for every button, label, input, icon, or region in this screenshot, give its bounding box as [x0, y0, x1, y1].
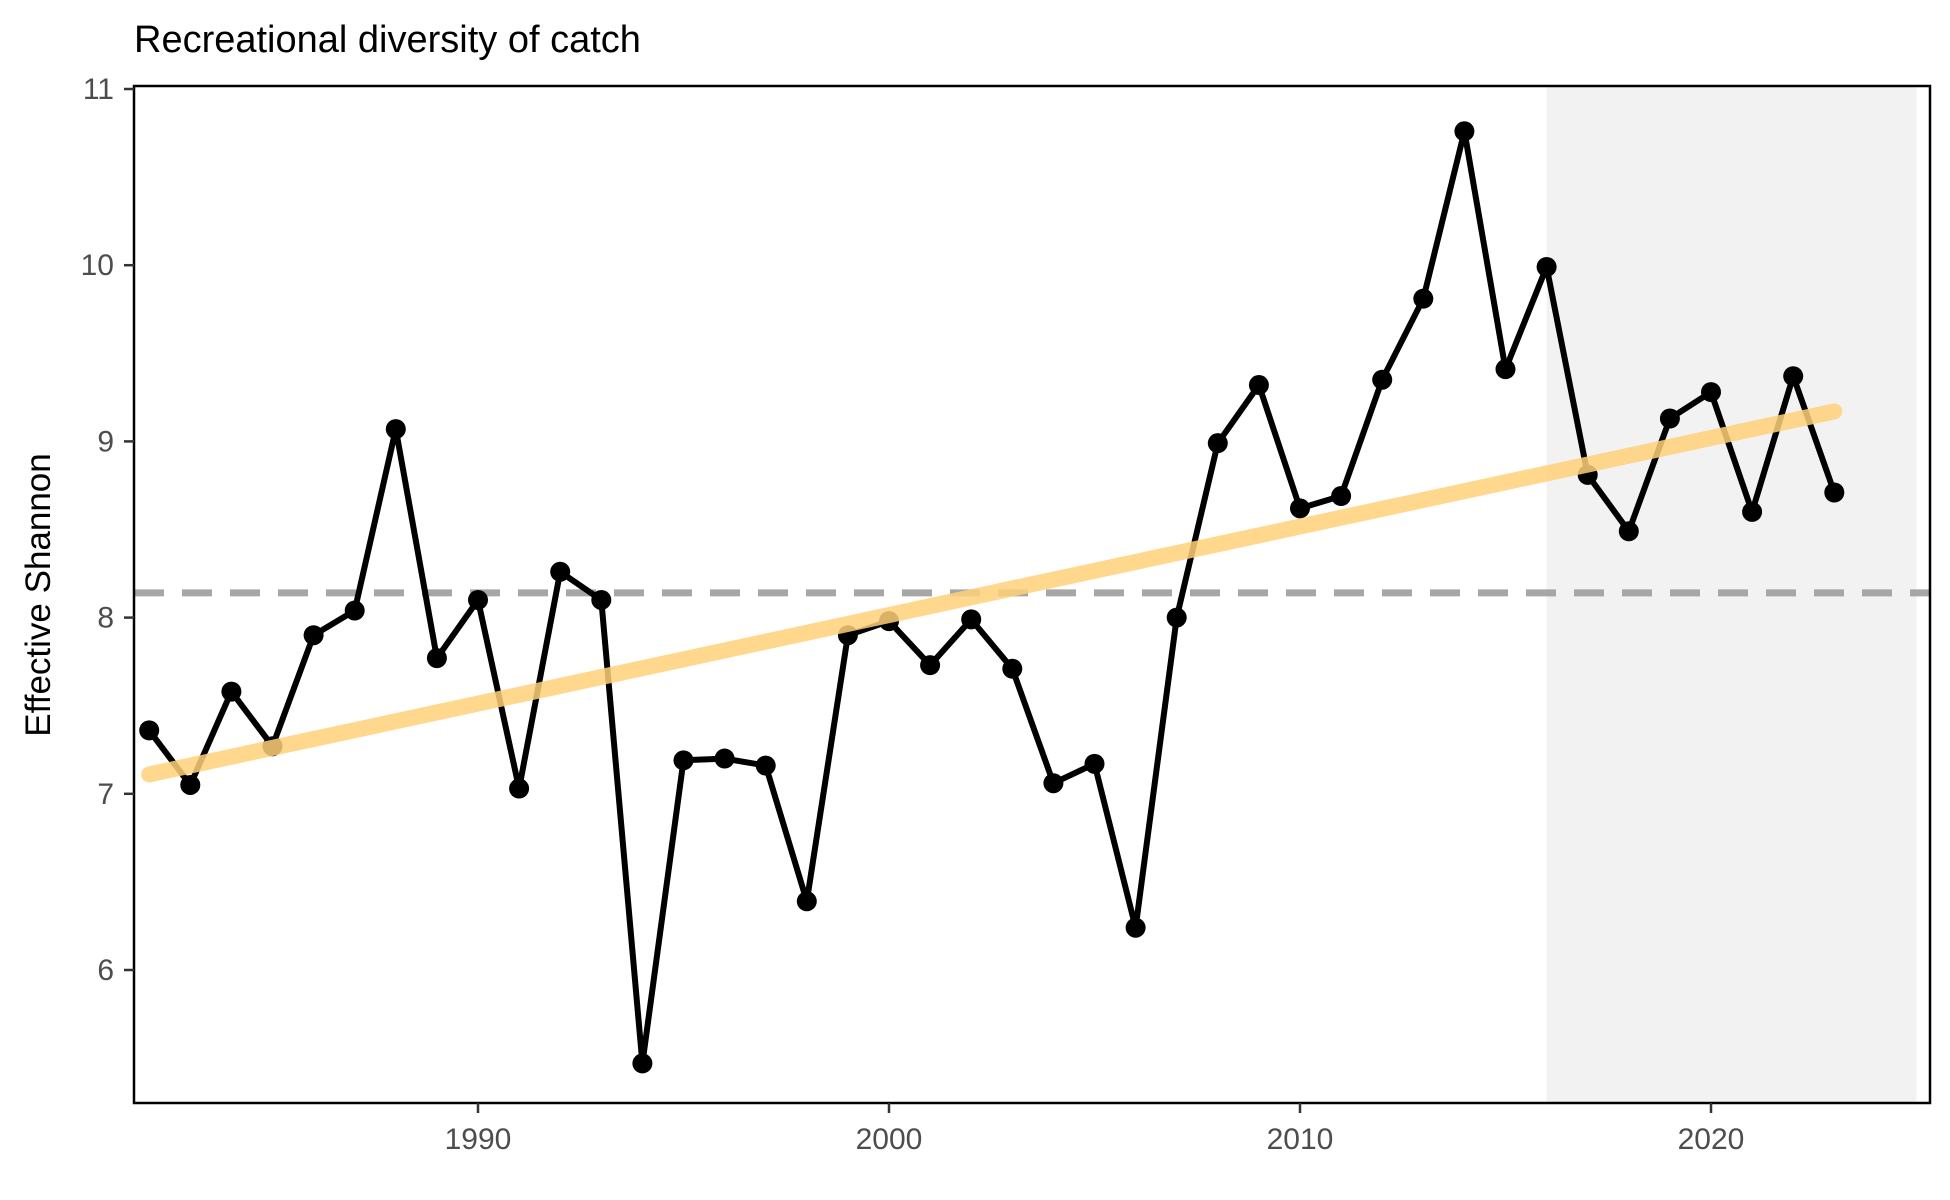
data-point	[344, 600, 365, 621]
data-point	[1742, 501, 1763, 522]
y-tick-label: 11	[83, 73, 114, 106]
data-point	[1824, 482, 1845, 503]
data-point	[632, 1053, 653, 1074]
chart-title: Recreational diversity of catch	[134, 19, 641, 61]
data-point	[1659, 408, 1680, 429]
data-point	[1372, 369, 1393, 390]
y-tick-label: 9	[97, 425, 114, 458]
data-point	[1454, 121, 1475, 142]
data-point	[385, 419, 406, 440]
data-point	[1331, 486, 1352, 507]
data-point	[1084, 753, 1105, 774]
data-point	[1043, 773, 1064, 794]
data-point	[139, 720, 160, 741]
y-tick-label: 6	[97, 954, 114, 987]
x-tick-label: 2000	[856, 1123, 923, 1156]
data-point	[426, 648, 447, 669]
data-point	[221, 681, 242, 702]
series-line	[146, 128, 1838, 1067]
data-point	[1495, 359, 1516, 380]
data-point	[550, 561, 571, 582]
y-axis-label: Effective Shannon	[19, 453, 58, 736]
data-point	[714, 748, 735, 769]
data-point	[1783, 366, 1804, 387]
x-tick-label: 2010	[1267, 1123, 1334, 1156]
data-point	[1125, 917, 1146, 938]
y-tick-label: 8	[97, 602, 114, 635]
panel-border	[132, 84, 1932, 1105]
data-point	[1207, 433, 1228, 454]
data-point	[961, 609, 982, 630]
data-point	[796, 891, 817, 912]
data-point	[468, 589, 488, 610]
trend-line	[141, 403, 1843, 783]
data-point	[1618, 521, 1639, 542]
data-point	[1413, 288, 1434, 309]
x-tick-label: 1990	[445, 1123, 512, 1156]
data-point	[1248, 375, 1269, 396]
plot-area: 6 7 8 9 10 11 1990 2000 2010 2020	[81, 73, 1932, 1156]
data-point	[1166, 607, 1187, 628]
data-point	[1002, 658, 1023, 679]
data-point	[1290, 498, 1310, 519]
y-tick-label: 10	[81, 249, 114, 282]
y-tick-label: 7	[97, 778, 114, 811]
data-point	[755, 755, 776, 776]
data-point	[303, 625, 324, 646]
data-point	[1536, 256, 1557, 277]
data-point	[673, 750, 694, 771]
x-tick-label: 2020	[1678, 1123, 1745, 1156]
data-point	[591, 589, 612, 610]
data-point	[1701, 382, 1721, 403]
data-point	[180, 774, 201, 795]
data-point	[920, 655, 941, 676]
data-point	[509, 778, 530, 799]
